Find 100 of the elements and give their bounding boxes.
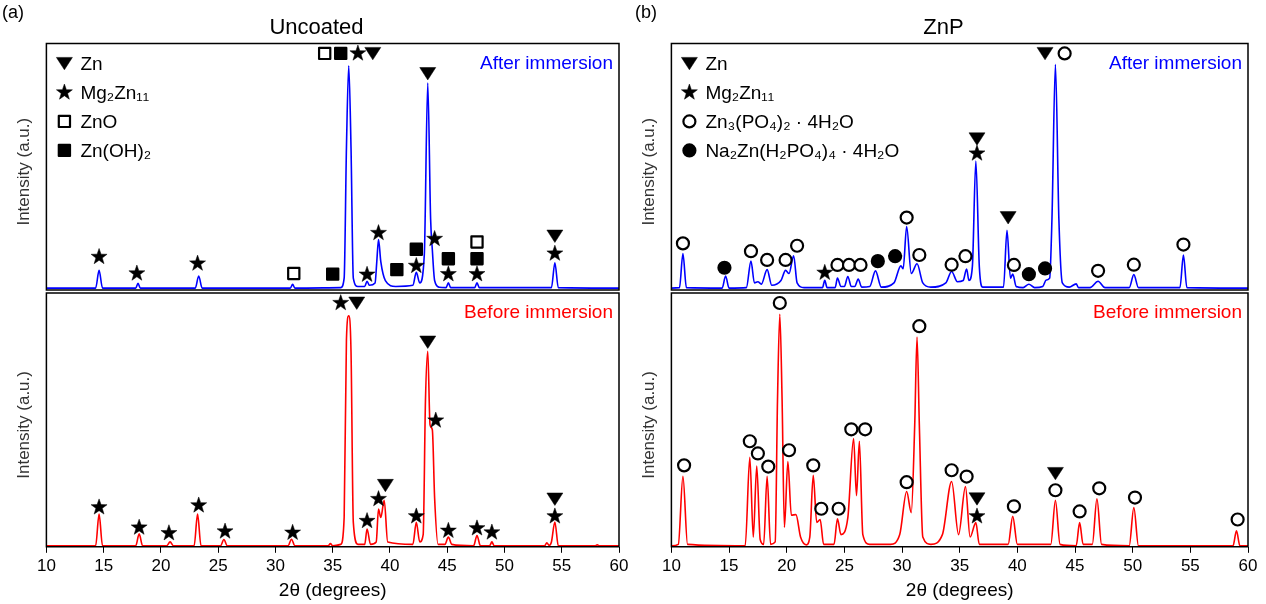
point	[1127, 490, 1143, 505]
point	[1092, 481, 1107, 496]
point	[717, 260, 732, 275]
point	[470, 235, 484, 249]
x-tick-label: 50	[1123, 555, 1143, 575]
point	[287, 266, 301, 281]
x-tick-label: 40	[380, 555, 400, 575]
point	[1047, 467, 1064, 481]
point	[130, 518, 148, 535]
point	[349, 44, 367, 61]
point	[830, 257, 845, 273]
text: After immersion	[1108, 51, 1242, 73]
point	[440, 522, 457, 538]
x-tick-label: 20	[777, 555, 797, 575]
point	[441, 252, 456, 266]
point	[1230, 512, 1245, 527]
point	[189, 254, 206, 271]
x-axis-title: 2θ (degrees)	[905, 578, 1014, 600]
legend-label: Na₂Zn(H₂PO₄)₄ · 4H₂O	[705, 139, 900, 161]
point	[390, 262, 404, 277]
text: (a)	[2, 1, 24, 22]
legend-label: Zn(OH)₂	[80, 139, 152, 161]
point	[440, 265, 457, 282]
x-tick-label: 15	[719, 555, 739, 575]
point	[317, 46, 332, 61]
point	[1126, 257, 1141, 272]
x-tick-label: 20	[151, 555, 171, 575]
legend-label: Mg₂Zn₁₁	[80, 81, 150, 103]
point	[944, 257, 959, 272]
point	[90, 248, 108, 264]
point	[332, 294, 349, 311]
point	[334, 46, 348, 61]
point	[781, 443, 797, 458]
point	[958, 249, 973, 264]
x-tick-label: 30	[265, 555, 285, 575]
point	[419, 67, 436, 81]
point	[546, 492, 564, 506]
point	[190, 496, 207, 513]
x-tick-label: 50	[495, 555, 514, 575]
point	[370, 490, 387, 507]
x-tick-label: 25	[208, 555, 228, 575]
point	[1048, 483, 1063, 498]
point	[1057, 46, 1072, 61]
point	[1006, 257, 1021, 273]
point	[858, 422, 873, 437]
point	[358, 265, 376, 282]
point	[409, 242, 423, 257]
y-axis-title: Intensity (a.u.)	[638, 371, 658, 479]
point	[968, 132, 986, 146]
point	[888, 249, 903, 264]
point	[790, 238, 805, 253]
x-tick-label: 45	[1065, 555, 1085, 575]
legend-label: Zn₃(PO₄)₂ · 4H₂O	[705, 110, 854, 132]
point	[1037, 261, 1053, 276]
legend-label: Mg₂Zn₁₁	[705, 81, 775, 103]
legend-label: ZnO	[80, 110, 118, 132]
point	[408, 507, 425, 524]
point	[160, 524, 178, 541]
x-tick-label: 10	[36, 555, 56, 575]
point	[959, 469, 974, 484]
x-tick-label: 60	[1238, 555, 1258, 575]
text: After immersion	[479, 51, 613, 73]
point	[1021, 267, 1036, 282]
point	[853, 257, 868, 273]
point	[468, 265, 486, 282]
x-tick-label: 40	[1007, 555, 1027, 575]
x-tick-label: 45	[437, 555, 457, 575]
legend-label: Zn	[705, 52, 728, 74]
point	[841, 257, 857, 273]
point	[90, 498, 108, 515]
x-tick-label: 35	[323, 555, 343, 575]
x-tick-label: 55	[1180, 555, 1200, 575]
point	[742, 434, 757, 449]
point	[468, 519, 486, 536]
text: (b)	[635, 1, 657, 22]
point	[546, 244, 564, 261]
chart-title: ZnP	[923, 14, 964, 40]
point	[816, 264, 834, 280]
text: Before immersion	[464, 301, 613, 323]
point	[1036, 47, 1054, 61]
point	[326, 267, 340, 281]
point	[999, 211, 1017, 225]
point	[427, 411, 445, 428]
point	[761, 459, 776, 474]
x-tick-label: 15	[94, 555, 114, 575]
x-tick-label: 30	[892, 555, 912, 575]
point	[968, 492, 986, 506]
point	[912, 319, 927, 334]
x-axis-title: 2θ (degrees)	[278, 578, 387, 600]
point	[814, 501, 829, 516]
point	[899, 210, 914, 225]
point	[676, 458, 692, 473]
point	[426, 230, 443, 246]
point	[216, 522, 234, 539]
point	[377, 479, 394, 493]
point	[870, 254, 885, 269]
point	[778, 252, 793, 268]
point	[750, 446, 765, 461]
x-tick-label: 25	[834, 555, 854, 575]
point	[1176, 237, 1191, 252]
